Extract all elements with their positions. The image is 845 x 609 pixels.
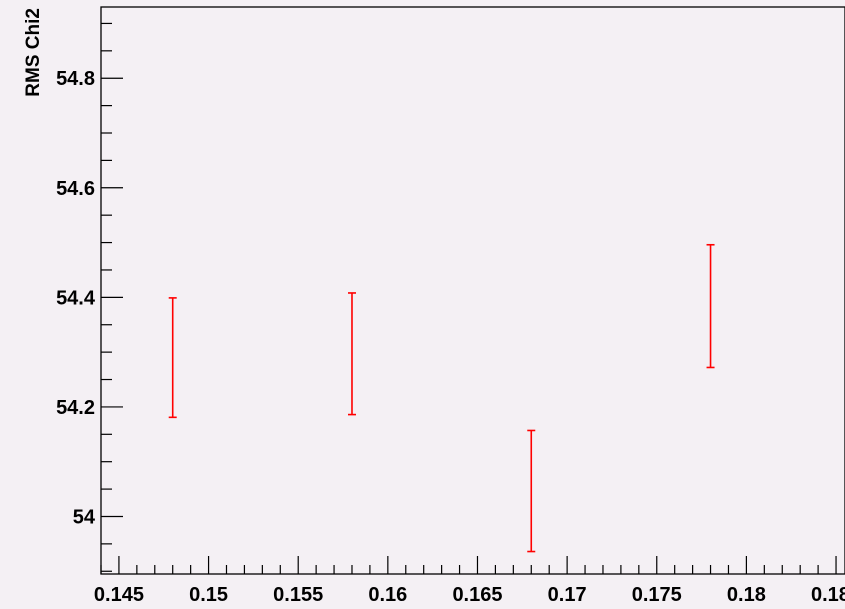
y-axis-title: RMS Chi2 (23, 8, 44, 97)
x-tick-label: 0.185 (811, 584, 845, 606)
y-axis-ticks (101, 22, 123, 572)
x-axis-ticks (100, 556, 837, 574)
error-bars (168, 243, 715, 553)
x-tick-label: 0.155 (273, 584, 323, 606)
error-bar (168, 297, 177, 419)
x-tick-label: 0.15 (189, 584, 228, 606)
error-bar (527, 429, 536, 553)
x-tick-label: 0.175 (632, 584, 682, 606)
x-axis-tick-labels: 0.145 0.15 0.155 0.16 0.165 0.17 0.175 0.18 0.18… (94, 584, 845, 606)
x-tick-label: 0.17 (548, 584, 587, 606)
plot-frame (100, 6, 845, 575)
error-bar (347, 292, 356, 416)
x-tick-label: 0.165 (452, 584, 502, 606)
y-tick-label: 54 (73, 506, 96, 528)
y-tick-label: 54.6 (56, 178, 95, 200)
y-tick-label: 54.4 (56, 287, 96, 309)
y-tick-label: 54.2 (56, 397, 95, 419)
y-axis-tick-labels: 54 54.2 54.4 54.6 54.8 (56, 68, 96, 528)
error-bar (706, 243, 715, 369)
x-tick-label: 0.16 (368, 584, 407, 606)
x-tick-label: 0.18 (727, 584, 766, 606)
y-tick-label: 54.8 (56, 68, 95, 90)
x-tick-label: 0.145 (94, 584, 144, 606)
